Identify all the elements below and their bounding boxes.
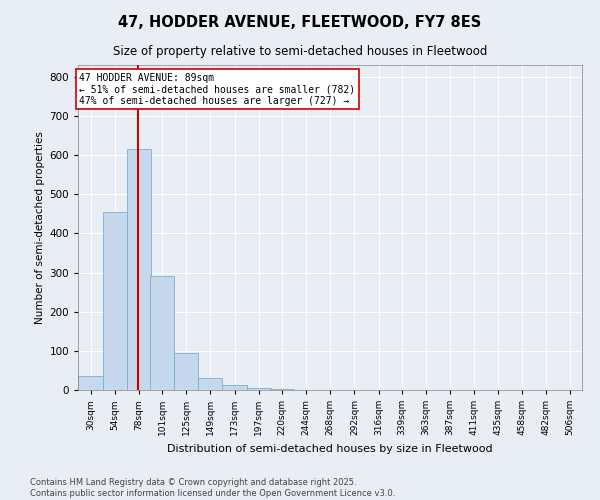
Text: Size of property relative to semi-detached houses in Fleetwood: Size of property relative to semi-detach… — [113, 45, 487, 58]
Bar — [79, 376, 103, 390]
Text: Contains HM Land Registry data © Crown copyright and database right 2025.
Contai: Contains HM Land Registry data © Crown c… — [30, 478, 395, 498]
Bar — [270, 389, 294, 390]
Bar — [223, 386, 247, 390]
Bar — [247, 388, 271, 390]
Bar — [103, 212, 127, 390]
Bar — [174, 353, 199, 390]
Text: 47 HODDER AVENUE: 89sqm
← 51% of semi-detached houses are smaller (782)
47% of s: 47 HODDER AVENUE: 89sqm ← 51% of semi-de… — [79, 73, 356, 106]
Y-axis label: Number of semi-detached properties: Number of semi-detached properties — [35, 131, 45, 324]
X-axis label: Distribution of semi-detached houses by size in Fleetwood: Distribution of semi-detached houses by … — [167, 444, 493, 454]
Bar — [127, 149, 151, 390]
Bar — [150, 276, 174, 390]
Text: 47, HODDER AVENUE, FLEETWOOD, FY7 8ES: 47, HODDER AVENUE, FLEETWOOD, FY7 8ES — [118, 15, 482, 30]
Bar — [199, 378, 223, 390]
